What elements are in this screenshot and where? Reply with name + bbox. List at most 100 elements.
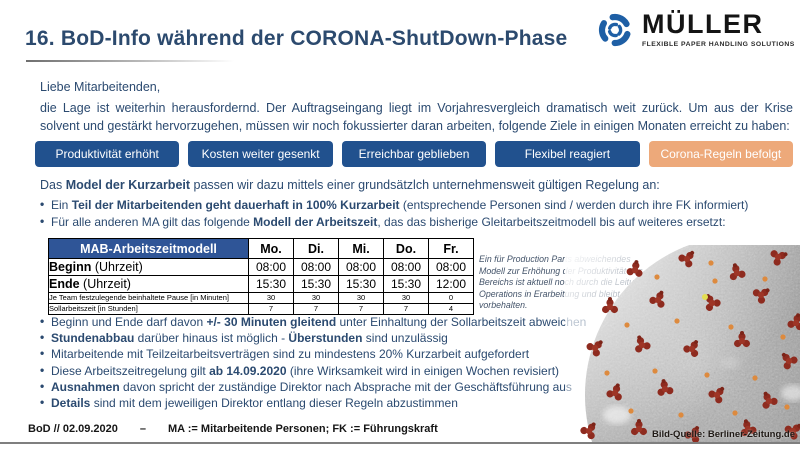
goal-pill-kosten: Kosten weiter gesenkt — [188, 141, 333, 167]
row-label-rest: Je Team festzulegende beinhaltete Pause … — [49, 293, 229, 303]
row-label: Beginn (Uhrzeit) — [48, 258, 249, 276]
table-cell: 30 — [338, 292, 384, 304]
table-row: Beginn (Uhrzeit) 08:00 08:00 08:00 08:00… — [48, 258, 474, 276]
bullet-text: sind unzulässig — [362, 331, 448, 346]
bullet-item: Für alle anderen MA gilt das folgende Mo… — [40, 213, 785, 231]
footer-date: BoD // 02.09.2020 — [28, 423, 118, 435]
title-underline — [26, 60, 234, 62]
bullet-text-bold: Ausnahmen — [51, 379, 120, 394]
table-cell: 7 — [383, 303, 429, 315]
bullet-text: , das das bisherige Gleitarbeitszeitmode… — [377, 215, 726, 229]
virus-orange-dots — [604, 260, 790, 418]
table-cell: 7 — [338, 303, 384, 315]
bullet-text-bold: Modell der Arbeitszeit — [253, 215, 378, 229]
bullet-item: Stundenabbau darüber hinaus ist möglich … — [40, 329, 660, 346]
lead-text-bold: Model der Kurzarbeit — [65, 178, 191, 192]
table-cell: 7 — [248, 303, 294, 315]
row-label-rest: (Uhrzeit) — [79, 277, 131, 291]
day-header: Mi. — [338, 238, 384, 259]
row-label: Sollarbeitszeit [in Stunden] — [48, 303, 249, 315]
table-cell: 30 — [383, 292, 429, 304]
intro-paragraph: die Lage ist weiterhin herausfordernd. D… — [40, 101, 793, 133]
day-header: Mo. — [248, 238, 294, 259]
bullet-text-bold: Details — [51, 396, 91, 411]
bullet-item: Beginn und Ende darf davon +/- 30 Minute… — [40, 313, 660, 330]
corona-virus-illustration — [565, 245, 800, 443]
bullet-text: Beginn und Ende darf davon — [51, 315, 207, 329]
table-cell: 08:00 — [293, 258, 339, 276]
bullet-item: Ausnahmen davon spricht der zuständige D… — [40, 378, 660, 395]
table-header-row: MAB-Arbeitszeitmodell Mo. Di. Mi. Do. Fr… — [48, 238, 474, 259]
bullet-item: Details sind mit dem jeweiligen Direktor… — [40, 394, 660, 411]
bullet-text: sind mit dem jeweiligen Direktor entlang… — [90, 396, 458, 411]
table-cell: 30 — [293, 292, 339, 304]
kurzarbeit-lead: Das Model der Kurzarbeit passen wir dazu… — [40, 178, 660, 192]
lead-text: passen wir dazu mittels einer grundsätzl… — [190, 178, 660, 192]
footer-legend: MA := Mitarbeitende Personen; FK := Führ… — [168, 423, 438, 435]
page-title: 16. BoD-Info während der CORONA-ShutDown… — [25, 27, 568, 50]
table-cell: 08:00 — [428, 258, 474, 276]
table-cell: 4 — [428, 303, 474, 315]
bullet-text: (entsprechende Personen sind / werden du… — [399, 198, 749, 212]
goal-pills-row: Produktivität erhöht Kosten weiter gesen… — [35, 141, 794, 167]
bullet-text-bold: +/- 30 Minuten gleitend — [206, 315, 337, 329]
greeting-text: Liebe Mitarbeitenden, — [40, 80, 161, 94]
bullet-text-bold: Teil der Mitarbeitenden geht dauerhaft i… — [71, 198, 400, 212]
virus-yellow-dot — [702, 294, 708, 300]
table-cell: 15:30 — [383, 275, 429, 293]
table-cell: 15:30 — [293, 275, 339, 293]
footer-separator: – — [139, 423, 147, 435]
row-label-rest: (Uhrzeit) — [91, 260, 143, 274]
lead-text: Das — [40, 178, 66, 192]
company-logo: MÜLLER FLEXIBLE PAPER HANDLING SOLUTIONS — [596, 10, 795, 50]
table-row: Ende (Uhrzeit) 15:30 15:30 15:30 15:30 1… — [48, 275, 474, 293]
row-label-bold: Beginn — [49, 260, 92, 274]
bullet-text: Mitarbeitende mit Teilzeitarbeitsverträg… — [51, 347, 530, 362]
table-cell: 15:30 — [338, 275, 384, 293]
day-header: Fr. — [428, 238, 474, 259]
goal-pill-produktivitaet: Produktivität erhöht — [35, 141, 180, 167]
bullet-item: Diese Arbeitszeitregelung gilt ab 14.09.… — [40, 362, 660, 379]
slide-footer: BoD // 02.09.2020 – MA := Mitarbeitende … — [28, 423, 438, 435]
table-cell: 7 — [293, 303, 339, 315]
row-label-rest: Sollarbeitszeit [in Stunden] — [49, 304, 138, 314]
table-row: Sollarbeitszeit [in Stunden] 7 7 7 7 4 — [48, 303, 474, 315]
bullet-text-bold: ab 14.09.2020 — [209, 363, 287, 378]
table-row: Je Team festzulegende beinhaltete Pause … — [48, 292, 474, 304]
table-title-cell: MAB-Arbeitszeitmodell — [48, 238, 249, 259]
bullet-text: (ihre Wirksamkeit wird in einigen Wochen… — [286, 363, 560, 378]
bullet-text: Ein — [51, 198, 72, 212]
worktime-table: MAB-Arbeitszeitmodell Mo. Di. Mi. Do. Fr… — [48, 238, 474, 315]
day-header: Do. — [383, 238, 429, 259]
corona-virus-image: Bild-Quelle: Berliner-Zeitung.de — [565, 245, 800, 443]
image-credit: Bild-Quelle: Berliner-Zeitung.de — [651, 429, 795, 440]
goal-pill-flexibel: Flexibel reagiert — [495, 141, 640, 167]
logo-tagline: FLEXIBLE PAPER HANDLING SOLUTIONS — [642, 41, 795, 49]
day-header: Di. — [293, 238, 339, 259]
bullet-item: Mitarbeitende mit Teilzeitarbeitsverträg… — [40, 345, 660, 362]
bullet-text: unter Einhaltung der Sollarbeitszeit abw… — [336, 315, 587, 329]
table-cell: 12:00 — [428, 275, 474, 293]
bullet-text-bold: Stundenabbau — [51, 331, 135, 346]
table-cell: 15:30 — [248, 275, 294, 293]
bullet-list-bottom: Beginn und Ende darf davon +/- 30 Minute… — [40, 313, 660, 411]
table-cell: 30 — [248, 292, 294, 304]
bullet-text: Für alle anderen MA gilt das folgende — [51, 215, 254, 229]
bullet-text: davon spricht der zuständige Direktor na… — [119, 379, 572, 394]
table-cell: 08:00 — [338, 258, 384, 276]
bullet-text: Diese Arbeitszeitregelung gilt — [51, 363, 210, 378]
table-cell: 08:00 — [383, 258, 429, 276]
bullet-text-bold: Überstunden — [288, 331, 363, 346]
production-parts-note: Ein für Production Parts abweichendes Mo… — [479, 254, 644, 311]
logo-text: MÜLLER FLEXIBLE PAPER HANDLING SOLUTIONS — [642, 9, 795, 49]
bullet-list-top: Ein Teil der Mitarbeitenden geht dauerha… — [40, 196, 785, 231]
bullet-item: Ein Teil der Mitarbeitenden geht dauerha… — [40, 196, 785, 214]
bullet-text: darüber hinaus ist möglich - — [134, 331, 289, 346]
logo-swirl-icon — [598, 13, 632, 47]
logo-brand: MÜLLER — [642, 9, 764, 39]
row-label: Je Team festzulegende beinhaltete Pause … — [48, 292, 249, 304]
table-cell: 08:00 — [248, 258, 294, 276]
row-label-bold: Ende — [49, 277, 80, 291]
table-cell: 0 — [428, 292, 474, 304]
